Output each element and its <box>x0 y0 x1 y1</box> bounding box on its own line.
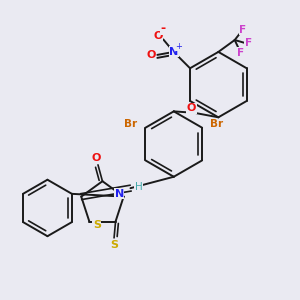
Text: H: H <box>135 182 143 192</box>
Text: F: F <box>237 47 244 58</box>
Text: N: N <box>169 47 178 57</box>
Text: F: F <box>244 38 252 48</box>
Text: O: O <box>153 32 163 41</box>
Text: Br: Br <box>210 119 224 129</box>
Text: S: S <box>110 240 118 250</box>
Text: O: O <box>187 103 196 113</box>
Text: N: N <box>115 189 124 199</box>
Text: Br: Br <box>124 119 137 129</box>
Text: S: S <box>93 220 101 230</box>
Text: O: O <box>92 153 101 163</box>
Text: -: - <box>161 22 166 34</box>
Text: +: + <box>176 42 182 51</box>
Text: O: O <box>146 50 155 60</box>
Text: F: F <box>239 25 247 34</box>
